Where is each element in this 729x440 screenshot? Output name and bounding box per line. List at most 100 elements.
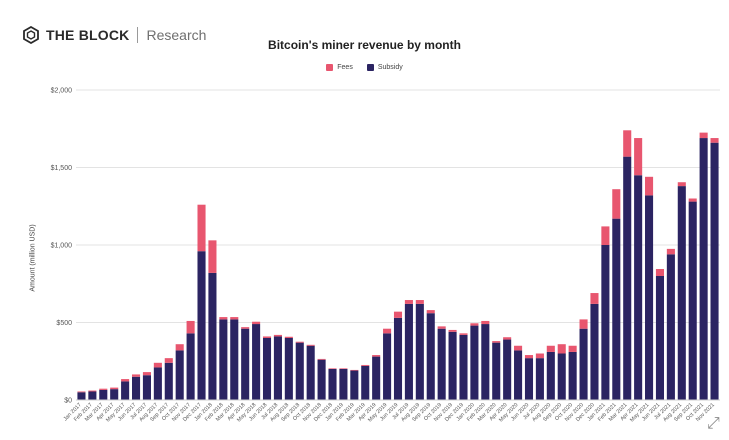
bar-subsidy bbox=[535, 358, 544, 400]
bar-fees bbox=[317, 358, 326, 360]
bar-fees bbox=[77, 391, 86, 393]
bar-fees bbox=[197, 204, 206, 252]
bar-subsidy bbox=[492, 342, 501, 400]
bar-fees bbox=[426, 310, 435, 314]
bar-fees bbox=[546, 345, 555, 352]
legend-item-subsidy: Subsidy bbox=[366, 64, 403, 71]
bar-subsidy bbox=[273, 336, 282, 400]
bar-subsidy bbox=[459, 334, 468, 400]
bar-fees bbox=[481, 320, 490, 325]
bar-fees bbox=[634, 138, 643, 176]
bar-fees bbox=[415, 300, 424, 304]
bar-fees bbox=[699, 132, 708, 139]
bar-fees bbox=[601, 226, 610, 245]
bar-subsidy bbox=[350, 370, 359, 400]
bar-fees bbox=[99, 388, 108, 390]
bar-subsidy bbox=[339, 369, 348, 400]
legend-item-fees: Fees bbox=[326, 64, 353, 71]
bar-subsidy bbox=[415, 303, 424, 400]
bar-fees bbox=[328, 368, 337, 369]
bar-fees bbox=[568, 345, 577, 352]
bar-fees bbox=[295, 341, 304, 343]
bar-subsidy bbox=[99, 389, 108, 400]
bar-subsidy bbox=[383, 333, 392, 400]
bar-fees bbox=[514, 345, 523, 351]
bar-fees bbox=[284, 336, 293, 338]
bar-subsidy bbox=[328, 369, 337, 400]
bar-fees bbox=[350, 369, 359, 371]
bar-subsidy bbox=[186, 333, 195, 400]
bar-fees bbox=[579, 319, 588, 329]
bar-fees bbox=[383, 328, 392, 334]
bar-subsidy bbox=[623, 156, 632, 400]
the-block-cube-logo bbox=[23, 26, 39, 44]
bar-subsidy bbox=[579, 328, 588, 400]
y-tick-label: $2,000 bbox=[51, 88, 73, 95]
bar-fees bbox=[175, 344, 184, 351]
chart-title: Bitcoin's miner revenue by month bbox=[268, 38, 461, 52]
bar-fees bbox=[590, 293, 599, 304]
bar-subsidy bbox=[699, 138, 708, 401]
bar-fees bbox=[645, 176, 654, 196]
bar-subsidy bbox=[710, 142, 719, 400]
bar-fees bbox=[372, 355, 381, 357]
bar-subsidy bbox=[677, 186, 686, 400]
bar-fees bbox=[535, 353, 544, 359]
bar-subsidy bbox=[470, 325, 479, 400]
bar-fees bbox=[393, 311, 403, 318]
brand-logo: THE BLOCK Research bbox=[22, 26, 206, 44]
bar-fees bbox=[186, 320, 195, 334]
legend-label-subsidy: Subsidy bbox=[377, 64, 403, 71]
bar-subsidy bbox=[295, 342, 304, 400]
bar-fees bbox=[404, 300, 413, 304]
brand-name: THE BLOCK bbox=[46, 27, 130, 43]
legend-label-fees: Fees bbox=[337, 64, 353, 71]
bar-subsidy bbox=[546, 351, 555, 400]
bar-subsidy bbox=[426, 313, 435, 400]
bar-subsidy bbox=[503, 339, 512, 400]
bar-fees bbox=[448, 329, 457, 332]
bar-fees bbox=[110, 387, 119, 390]
bar-fees bbox=[219, 317, 228, 320]
bar-subsidy bbox=[393, 317, 403, 400]
bar-fees bbox=[121, 379, 130, 382]
bar-subsidy bbox=[317, 359, 326, 400]
bar-fees bbox=[557, 344, 566, 354]
bar-subsidy bbox=[666, 254, 675, 400]
bar-fees bbox=[492, 341, 501, 343]
bar-subsidy bbox=[514, 350, 523, 400]
bar-fees bbox=[273, 334, 282, 337]
bar-fees bbox=[361, 364, 370, 366]
bar-subsidy bbox=[197, 251, 206, 400]
bar-subsidy bbox=[110, 389, 119, 400]
bar-subsidy bbox=[306, 345, 315, 400]
bar-fees bbox=[153, 362, 162, 368]
bar-fees bbox=[688, 198, 697, 202]
legend-swatch-fees bbox=[326, 64, 334, 71]
expand-arrows-icon[interactable]: ⤢ bbox=[707, 415, 720, 432]
bar-subsidy bbox=[361, 365, 370, 400]
bar-fees bbox=[612, 189, 621, 219]
bar-subsidy bbox=[219, 319, 228, 400]
bar-fees bbox=[306, 344, 315, 346]
bar-subsidy bbox=[88, 391, 97, 400]
bar-fees bbox=[88, 390, 97, 392]
bar-subsidy bbox=[121, 381, 130, 400]
bar-fees bbox=[459, 333, 468, 335]
bar-subsidy bbox=[230, 319, 239, 400]
bar-fees bbox=[208, 240, 217, 273]
bar-subsidy bbox=[142, 375, 151, 400]
bar-subsidy bbox=[262, 338, 272, 400]
bar-fees bbox=[666, 248, 675, 255]
bar-subsidy bbox=[153, 367, 162, 400]
bar-subsidy bbox=[645, 195, 654, 400]
bar-subsidy bbox=[590, 303, 599, 400]
bar-subsidy bbox=[77, 392, 86, 400]
bar-subsidy bbox=[372, 356, 381, 400]
bar-fees bbox=[252, 321, 261, 325]
bar-fees bbox=[164, 358, 173, 363]
bar-subsidy bbox=[175, 350, 184, 400]
bar-subsidy bbox=[601, 245, 610, 400]
bar-fees bbox=[710, 138, 719, 143]
